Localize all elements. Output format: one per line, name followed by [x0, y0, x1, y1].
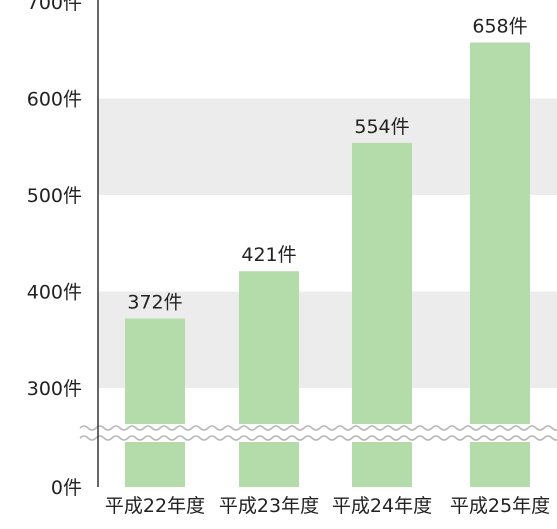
y-tick-label: 500件: [27, 185, 82, 207]
axis-break: [79, 424, 557, 442]
y-tick-label: 600件: [27, 89, 82, 111]
y-axis-ticks: 0件 300件 400件 500件 600件 700件: [27, 0, 82, 499]
data-label: 372件: [127, 292, 182, 314]
x-category-label: 平成22年度: [105, 495, 205, 517]
axis-break-wave-1: [79, 425, 557, 431]
y-tick-label: 400件: [27, 282, 82, 304]
bar-平成25年度: [470, 42, 530, 487]
x-axis-categories: 平成22年度 平成23年度 平成24年度 平成25年度: [105, 495, 550, 517]
data-label: 554件: [354, 116, 409, 138]
axis-break-wave-2: [79, 435, 557, 441]
bar-平成23年度: [239, 271, 299, 487]
y-tick-label: 0件: [51, 477, 82, 499]
y-tick-label: 700件: [27, 0, 82, 14]
x-category-label: 平成24年度: [332, 495, 432, 517]
bar-平成22年度: [125, 318, 185, 487]
data-labels: 372件 421件 554件 658件: [127, 16, 527, 314]
x-category-label: 平成23年度: [219, 495, 319, 517]
data-label: 658件: [472, 16, 527, 38]
data-label: 421件: [241, 244, 296, 266]
x-category-label: 平成25年度: [450, 495, 550, 517]
y-tick-label: 300件: [27, 378, 82, 400]
